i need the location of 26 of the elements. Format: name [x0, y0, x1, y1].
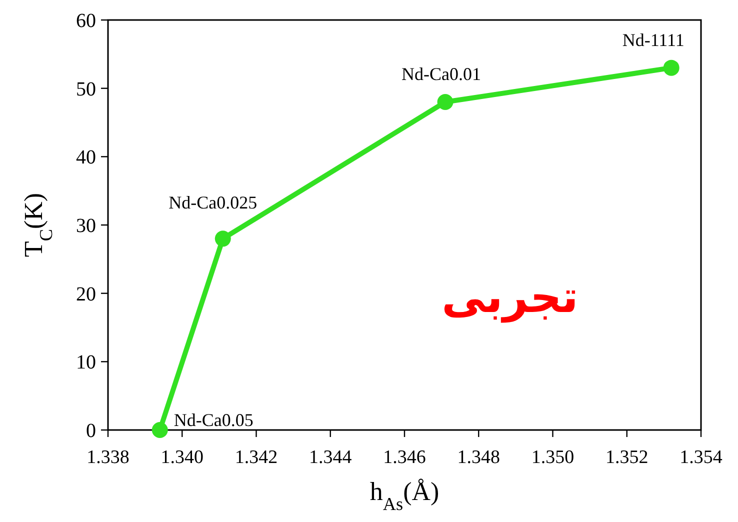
x-axis-title: h$_{As}$(Å) — [370, 477, 440, 514]
x-tick-label: 1.340 — [160, 447, 204, 468]
y-tick-label: 60 — [76, 10, 96, 32]
x-tick-label: 1.352 — [606, 447, 648, 468]
annotation: Nd-Ca0.05 — [174, 410, 254, 430]
x-tick-label: 1.338 — [86, 447, 130, 468]
point — [152, 422, 168, 438]
x-tick-label: 1.346 — [383, 447, 426, 468]
x-tick-label: 1.350 — [531, 447, 574, 468]
point — [214, 230, 231, 247]
annotation: Nd-Ca0.01 — [402, 64, 482, 84]
y-tick-label: 20 — [76, 283, 96, 306]
x-tick-label: 1.348 — [457, 447, 500, 468]
y-tick-label: 50 — [76, 78, 96, 100]
point — [663, 60, 680, 76]
annotation: Nd-Ca0.025 — [168, 192, 258, 213]
y-tick-label: 10 — [76, 352, 96, 374]
point — [437, 94, 454, 110]
x-tick-label: 1.354 — [680, 447, 723, 468]
y-tick-label: 0 — [86, 420, 96, 442]
annotation: تجربی — [442, 272, 578, 323]
annotation: Nd-1111 — [622, 30, 684, 50]
x-tick-label: 1.342 — [234, 447, 278, 468]
y-tick-label: 40 — [76, 146, 96, 169]
x-tick-label: 1.344 — [309, 447, 352, 468]
y-tick-label: 30 — [76, 215, 96, 237]
